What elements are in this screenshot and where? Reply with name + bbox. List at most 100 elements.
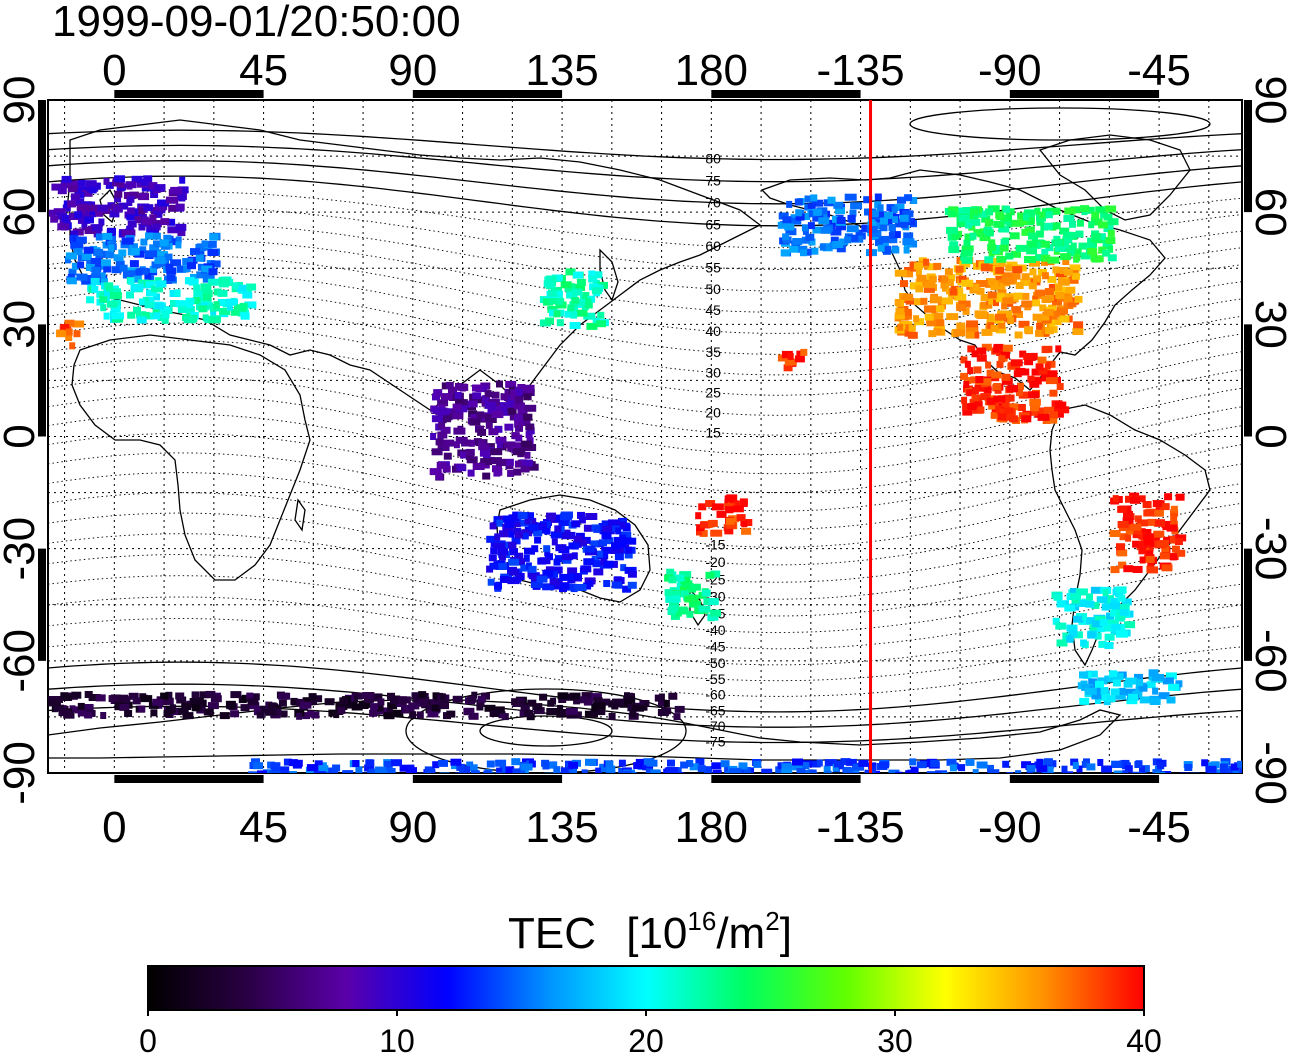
tec-cell: [138, 207, 146, 215]
tec-cell: [193, 284, 201, 292]
tec-cell: [894, 312, 905, 320]
tec-cell: [157, 251, 168, 259]
tec-cell: [673, 574, 685, 582]
tec-cell: [1133, 531, 1141, 539]
tec-cell: [441, 382, 448, 390]
tec-cell: [160, 692, 169, 700]
tec-cell: [915, 285, 924, 293]
tec-cell: [1050, 325, 1058, 333]
tec-cell: [976, 354, 987, 362]
coastline-madagascar: [294, 498, 306, 532]
tec-cell: [782, 216, 792, 224]
tec-cell: [461, 439, 472, 447]
tec-cell: [114, 195, 122, 203]
tec-cell: [812, 199, 823, 207]
tec-cell: [1011, 250, 1021, 258]
tec-cell: [792, 758, 803, 766]
tec-cell: [60, 692, 69, 700]
tec-cell: [1041, 248, 1049, 256]
tec-cell: [58, 709, 71, 717]
tec-cell: [543, 545, 551, 553]
tec-cell: [1121, 759, 1130, 767]
tec-cell: [710, 529, 723, 537]
tec-cell: [611, 581, 622, 589]
tec-cell: [570, 311, 578, 319]
tec-cell: [112, 205, 123, 213]
tec-cell: [170, 186, 183, 194]
tec-cell: [532, 703, 543, 711]
tec-cell: [77, 206, 86, 214]
left-lat-tick-label: 60: [0, 188, 44, 237]
tec-cell: [453, 427, 466, 435]
tec-cell: [1168, 535, 1176, 543]
tec-cell: [452, 412, 464, 420]
tec-cell: [64, 319, 75, 327]
tec-cell: [48, 699, 60, 707]
tec-cell: [553, 766, 561, 773]
top-lon-tick-label: 0: [102, 46, 126, 95]
tec-cell: [527, 512, 534, 520]
tec-cell: [707, 613, 719, 621]
tec-cell: [928, 330, 937, 338]
tec-cell: [988, 297, 996, 305]
tec-cell: [573, 535, 583, 543]
tec-cell: [103, 265, 112, 273]
tec-cell: [999, 244, 1009, 252]
tec-cell: [278, 769, 289, 773]
tec-cell: [1117, 594, 1126, 602]
tec-cell: [270, 762, 281, 770]
tec-cell: [561, 532, 574, 540]
tec-cell: [1062, 236, 1073, 244]
mlat-contour: [48, 129, 1242, 161]
tec-cell: [615, 527, 622, 535]
tec-cell: [559, 573, 570, 581]
tec-cell: [499, 443, 507, 451]
tec-cell: [1107, 254, 1117, 262]
tec-cell: [149, 265, 157, 273]
tec-cell: [524, 386, 533, 394]
tec-cell: [504, 766, 515, 773]
tec-cell: [1050, 312, 1058, 320]
tec-cell: [833, 201, 844, 209]
tec-cell: [442, 465, 451, 473]
tec-cell: [902, 238, 915, 246]
tec-cell: [1079, 697, 1090, 705]
tec-cell: [590, 540, 599, 548]
tec-cell: [154, 203, 166, 211]
tec-cell: [888, 236, 898, 244]
tec-cell: [170, 300, 179, 307]
tec-cell: [1081, 683, 1094, 691]
tec-cell: [182, 712, 194, 720]
tec-cell: [1134, 515, 1142, 523]
tec-cell: [953, 329, 966, 337]
tec-cell: [1174, 534, 1187, 542]
tec-cell: [778, 212, 789, 220]
tec-cell: [1053, 593, 1062, 601]
tec-cell: [1115, 630, 1128, 638]
tec-cell: [546, 281, 556, 289]
tec-cell: [467, 469, 475, 477]
tec-cell: [438, 759, 448, 767]
tec-cell: [1052, 617, 1060, 625]
tec-cell: [1000, 238, 1009, 246]
tec-cell: [1003, 394, 1015, 402]
tec-cell: [1210, 761, 1220, 769]
tec-cell: [1030, 408, 1039, 416]
tec-cell: [217, 289, 228, 297]
tec-cell: [1157, 762, 1165, 770]
tec-cell: [1091, 692, 1102, 700]
tec-cell: [517, 409, 528, 416]
tec-cell: [785, 228, 797, 236]
tec-cell: [153, 293, 160, 301]
tec-cell: [993, 220, 1005, 228]
tec-cell: [955, 265, 964, 273]
tec-cell: [493, 542, 506, 550]
tec-cell: [374, 766, 386, 773]
tec-cell: [699, 529, 708, 537]
tec-cell: [285, 771, 297, 773]
tec-cell: [960, 249, 973, 257]
tec-cell: [1064, 207, 1076, 215]
tec-cell: [226, 298, 239, 306]
tec-cell: [1110, 688, 1120, 696]
tec-cell: [54, 704, 65, 712]
